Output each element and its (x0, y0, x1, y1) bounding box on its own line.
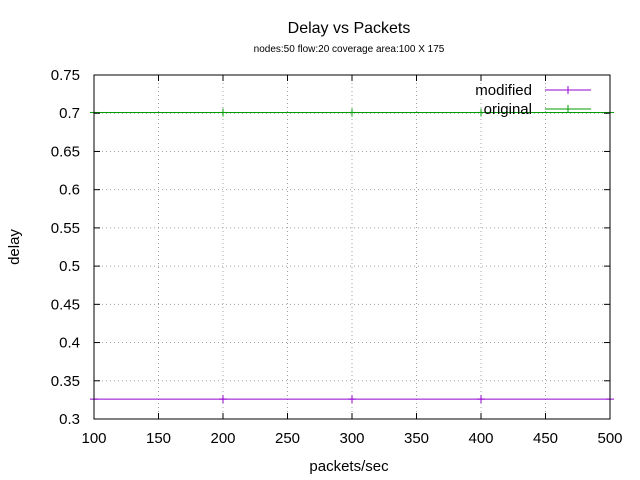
x-tick-label: 400 (468, 430, 493, 447)
chart-title: Delay vs Packets (288, 20, 411, 37)
y-tick-label: 0.4 (59, 335, 80, 352)
x-tick-label: 500 (597, 430, 622, 447)
y-tick-label: 0.3 (59, 411, 80, 428)
data-point-original (477, 108, 485, 117)
x-tick-label: 350 (404, 430, 429, 447)
x-tick-label: 200 (210, 430, 235, 447)
x-tick-label: 100 (81, 430, 106, 447)
chart-subtitle: nodes:50 flow:20 coverage area:100 X 175 (254, 44, 445, 55)
y-tick-label: 0.55 (51, 220, 80, 237)
legend-entry-original: original (484, 101, 591, 118)
legend-label: modified (475, 82, 532, 99)
legend-label: original (484, 101, 532, 118)
x-tick-label: 300 (339, 430, 364, 447)
y-tick-label: 0.7 (59, 105, 80, 122)
data-point-modified (348, 395, 356, 404)
data-point-modified (477, 395, 485, 404)
x-tick-label: 450 (533, 430, 558, 447)
y-tick-label: 0.75 (51, 67, 80, 84)
x-axis-label: packets/sec (309, 458, 389, 475)
y-tick-label: 0.65 (51, 143, 80, 160)
y-tick-label: 0.6 (59, 182, 80, 199)
grid (94, 75, 610, 419)
legend: modified original (475, 82, 591, 118)
legend-entry-modified: modified (475, 82, 591, 99)
y-tick-label: 0.45 (51, 296, 80, 313)
y-tick-label: 0.35 (51, 373, 80, 390)
x-tick-label: 150 (146, 430, 171, 447)
axis-ticks: 100 150 200 250 300 350 400 450 500 0.3 0.35 0.4 0.4… (51, 67, 623, 447)
y-tick-label: 0.5 (59, 258, 80, 275)
x-tick-label: 250 (275, 430, 300, 447)
data-point-original (348, 108, 356, 117)
y-axis-label: delay (6, 229, 23, 265)
data-point-original (219, 108, 227, 117)
data-point-modified (219, 395, 227, 404)
